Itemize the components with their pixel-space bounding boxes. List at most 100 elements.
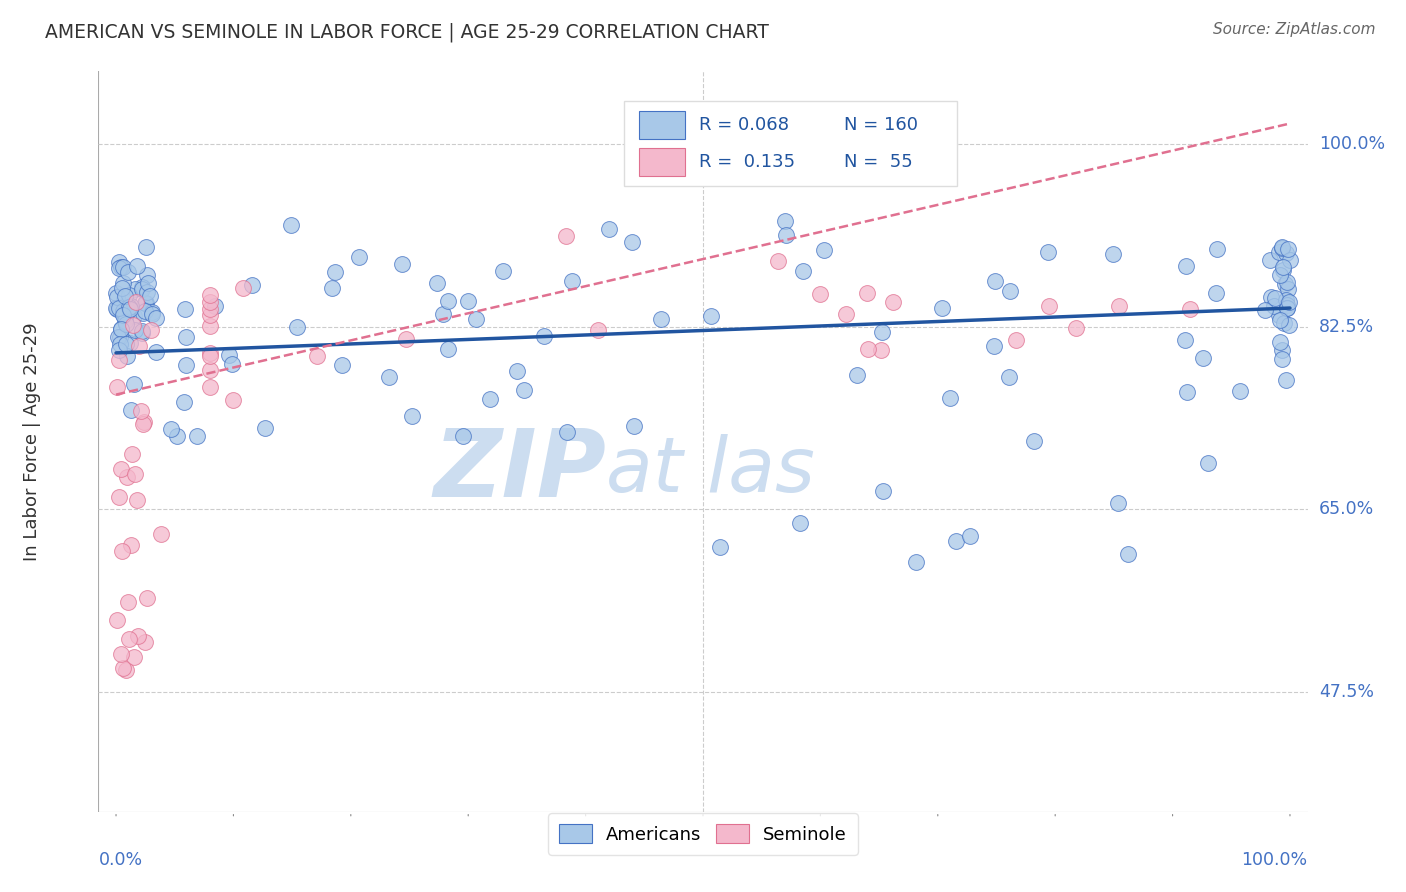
Point	[856, 342, 879, 356]
Point	[984, 273, 1007, 287]
Point	[105, 285, 128, 300]
Point	[533, 328, 555, 343]
Point	[330, 358, 353, 372]
Point	[114, 309, 136, 323]
Point	[136, 591, 159, 606]
Point	[882, 294, 904, 309]
Point	[115, 349, 138, 363]
Point	[134, 296, 156, 310]
Point	[108, 343, 131, 357]
Point	[110, 647, 132, 661]
Text: N = 160: N = 160	[845, 116, 918, 134]
Point	[1274, 293, 1296, 307]
Point	[114, 289, 136, 303]
Point	[1274, 246, 1296, 260]
Point	[1205, 285, 1227, 300]
Text: In Labor Force | Age 25-29: In Labor Force | Age 25-29	[22, 322, 41, 561]
Point	[117, 594, 139, 608]
Point	[115, 317, 138, 331]
Point	[1108, 299, 1130, 313]
Point	[1197, 456, 1219, 470]
Point	[108, 490, 131, 504]
Point	[105, 290, 128, 304]
Point	[1271, 241, 1294, 255]
Point	[124, 467, 146, 481]
Point	[111, 661, 134, 675]
FancyBboxPatch shape	[638, 147, 685, 176]
Point	[105, 613, 128, 627]
Text: at las: at las	[606, 434, 815, 508]
Point	[120, 538, 142, 552]
Point	[437, 342, 460, 356]
Point	[1264, 291, 1286, 305]
Point	[131, 417, 153, 431]
Point	[120, 299, 142, 313]
Point	[110, 321, 132, 335]
Point	[432, 307, 454, 321]
Point	[1263, 299, 1285, 313]
Point	[111, 281, 134, 295]
Point	[1278, 318, 1301, 333]
Point	[1000, 284, 1022, 298]
Point	[1229, 384, 1251, 398]
Point	[218, 348, 240, 362]
Point	[1005, 334, 1028, 348]
Point	[112, 293, 135, 307]
Point	[1275, 276, 1298, 290]
Point	[114, 307, 136, 321]
Point	[160, 422, 183, 436]
Point	[105, 301, 128, 316]
Point	[1268, 335, 1291, 350]
Point	[124, 282, 146, 296]
Point	[105, 380, 128, 394]
FancyBboxPatch shape	[624, 101, 957, 186]
Point	[198, 363, 221, 377]
Text: 0.0%: 0.0%	[98, 851, 142, 869]
Point	[959, 529, 981, 543]
Point	[287, 319, 309, 334]
Point	[513, 383, 536, 397]
Point	[198, 379, 221, 393]
Text: 65.0%: 65.0%	[1319, 500, 1374, 518]
Point	[1277, 242, 1299, 256]
Point	[198, 345, 221, 359]
Text: R = 0.068: R = 0.068	[699, 116, 789, 134]
Point	[110, 330, 132, 344]
Point	[700, 310, 723, 324]
Point	[1260, 290, 1282, 304]
Text: 100.0%: 100.0%	[1241, 851, 1308, 869]
Point	[118, 336, 141, 351]
Point	[457, 294, 479, 309]
Text: Source: ZipAtlas.com: Source: ZipAtlas.com	[1212, 22, 1375, 37]
Point	[131, 280, 153, 294]
Point	[391, 257, 413, 271]
Text: 100.0%: 100.0%	[1319, 136, 1385, 153]
Point	[401, 409, 423, 423]
Point	[114, 663, 136, 677]
Point	[491, 263, 513, 277]
Point	[1274, 373, 1296, 387]
Point	[114, 314, 136, 328]
Text: R =  0.135: R = 0.135	[699, 153, 796, 170]
Point	[135, 296, 157, 310]
Point	[598, 222, 620, 236]
Point	[232, 281, 254, 295]
Point	[135, 240, 157, 254]
Point	[997, 370, 1019, 384]
Point	[1271, 260, 1294, 274]
Point	[1272, 316, 1295, 330]
Point	[125, 294, 148, 309]
Point	[107, 261, 129, 276]
Point	[555, 425, 578, 439]
Point	[134, 304, 156, 318]
Point	[136, 268, 159, 282]
Point	[136, 277, 159, 291]
Point	[117, 470, 139, 484]
Point	[120, 402, 142, 417]
Point	[453, 429, 475, 443]
Point	[112, 307, 135, 321]
Point	[347, 250, 370, 264]
Point	[426, 276, 449, 290]
Point	[1064, 320, 1087, 334]
Point	[118, 302, 141, 317]
